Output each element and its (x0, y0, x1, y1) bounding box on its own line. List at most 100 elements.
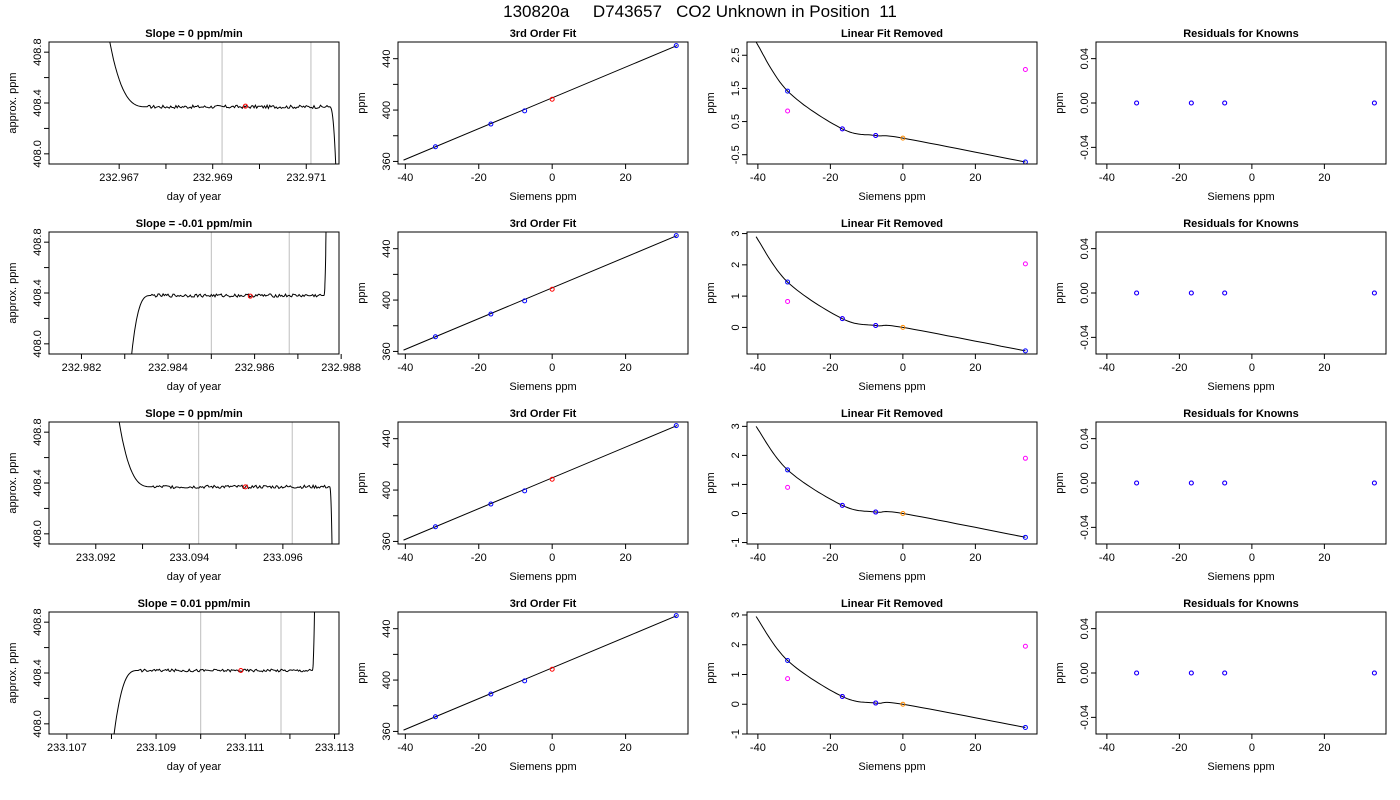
y-tick-label: 408.4 (32, 469, 44, 497)
blue-point (673, 613, 679, 619)
x-tick-label: 233.113 (315, 742, 354, 754)
x-tick-label: 232.986 (235, 362, 275, 374)
panel-title: Residuals for Knowns (1183, 28, 1299, 40)
x-tick-label: -20 (471, 172, 487, 184)
magenta-point (785, 484, 791, 490)
x-tick-label: 0 (900, 742, 906, 754)
y-axis-label: approx. ppm (7, 262, 19, 323)
plot-frame (48, 611, 340, 735)
magenta-point (785, 108, 791, 114)
plot-frame (1095, 421, 1387, 545)
blue-point (1134, 480, 1140, 486)
x-tick-label: 232.988 (321, 362, 361, 374)
y-tick-label: 0.04 (1079, 238, 1091, 259)
fit-line (403, 45, 678, 161)
panel-title: Linear Fit Removed (841, 218, 943, 230)
panel-r0-c0: Slope = 0 ppm/min 232.967 232.969 232.971 40… (7, 28, 340, 203)
plot-area (131, 232, 327, 354)
x-tick-label: 20 (619, 362, 631, 374)
panel-title: Slope = -0.01 ppm/min (136, 218, 253, 230)
x-tick-label: 20 (969, 172, 981, 184)
y-tick-label: 400 (381, 291, 393, 309)
x-tick-label: -40 (397, 172, 413, 184)
plot-frame (746, 41, 1038, 165)
cubic-fit-curve (755, 616, 1026, 728)
x-tick-label: 20 (969, 552, 981, 564)
plot-area (1134, 290, 1377, 296)
y-tick-label: 360 (381, 342, 393, 360)
y-tick-label: 408.4 (32, 89, 44, 117)
panel-r2-c2: Linear Fit Removed -40 -20 0 20 -1 0 1 2 3 Siemens… (705, 408, 1038, 583)
blue-point (873, 132, 879, 138)
panel-title: Linear Fit Removed (841, 598, 943, 610)
blue-point (785, 467, 791, 473)
panel-title: Linear Fit Removed (841, 28, 943, 40)
blue-point (432, 144, 438, 150)
co2-trace-line (118, 422, 333, 544)
panel-title: Slope = 0.01 ppm/min (138, 598, 251, 610)
y-tick-label: 1 (730, 671, 742, 677)
x-axis-label: day of year (167, 191, 222, 203)
y-tick-label: 408.0 (32, 710, 44, 738)
panel-title: Linear Fit Removed (841, 408, 943, 420)
y-tick-label: 440 (381, 50, 393, 68)
blue-point (1188, 670, 1194, 676)
plot-area (403, 423, 679, 541)
x-tick-label: -40 (397, 552, 413, 564)
y-tick-label: 2 (730, 452, 742, 458)
plot-area (118, 422, 333, 544)
blue-point (1222, 100, 1228, 106)
y-axis-label: ppm (705, 662, 717, 683)
x-tick-label: -20 (471, 362, 487, 374)
x-axis-label: Siemens ppm (509, 381, 576, 393)
plot-frame (1095, 231, 1387, 355)
blue-point (673, 423, 679, 429)
plot-area (109, 42, 337, 164)
x-tick-label: 20 (619, 172, 631, 184)
x-tick-label: 0 (549, 362, 555, 374)
x-tick-label: 233.096 (263, 552, 303, 564)
plot-area (1134, 100, 1377, 106)
panel-r2-c1: 3rd Order Fit -40 -20 0 20 360 400 440 Siemens p… (356, 408, 689, 583)
y-tick-label: 2 (730, 642, 742, 648)
blue-point (1371, 100, 1377, 106)
magenta-point (785, 676, 791, 682)
y-tick-label: 0.00 (1079, 282, 1091, 303)
plot-frame (746, 611, 1038, 735)
x-tick-label: -20 (1171, 552, 1187, 564)
panel-r1-c2: Linear Fit Removed -40 -20 0 20 0 1 2 3 Siemens p… (705, 218, 1038, 393)
x-tick-label: -40 (750, 172, 766, 184)
x-tick-label: -20 (1171, 362, 1187, 374)
y-tick-label: 3 (730, 423, 742, 429)
x-tick-label: 233.109 (136, 742, 176, 754)
magenta-point (1022, 67, 1028, 73)
panel-r3-c0: Slope = 0.01 ppm/min 233.107 233.109 233.11… (7, 598, 354, 773)
y-tick-label: 408.8 (32, 418, 44, 446)
y-tick-label: 408.0 (32, 140, 44, 168)
y-tick-label: 2 (730, 262, 742, 268)
blue-point (873, 700, 879, 706)
magenta-point (1022, 261, 1028, 267)
y-axis-label: approx. ppm (7, 452, 19, 513)
x-axis-label: Siemens ppm (858, 191, 925, 203)
y-tick-label: -0.04 (1079, 135, 1091, 160)
plot-area (755, 42, 1028, 164)
plot-area (755, 616, 1028, 730)
orange-point (900, 511, 906, 516)
x-tick-label: -40 (750, 362, 766, 374)
red-point (549, 666, 555, 672)
blue-point (785, 88, 791, 94)
x-tick-label: -40 (397, 362, 413, 374)
y-axis-label: approx. ppm (7, 72, 19, 133)
panel-title: Residuals for Knowns (1183, 598, 1299, 610)
x-axis-label: day of year (167, 381, 222, 393)
y-tick-label: 360 (381, 722, 393, 740)
blue-point (839, 316, 845, 322)
plot-frame (1095, 41, 1387, 165)
blue-point (432, 524, 438, 530)
x-tick-label: -20 (1171, 172, 1187, 184)
mean-point (247, 293, 253, 299)
x-tick-label: 20 (619, 742, 631, 754)
blue-point (488, 691, 494, 697)
